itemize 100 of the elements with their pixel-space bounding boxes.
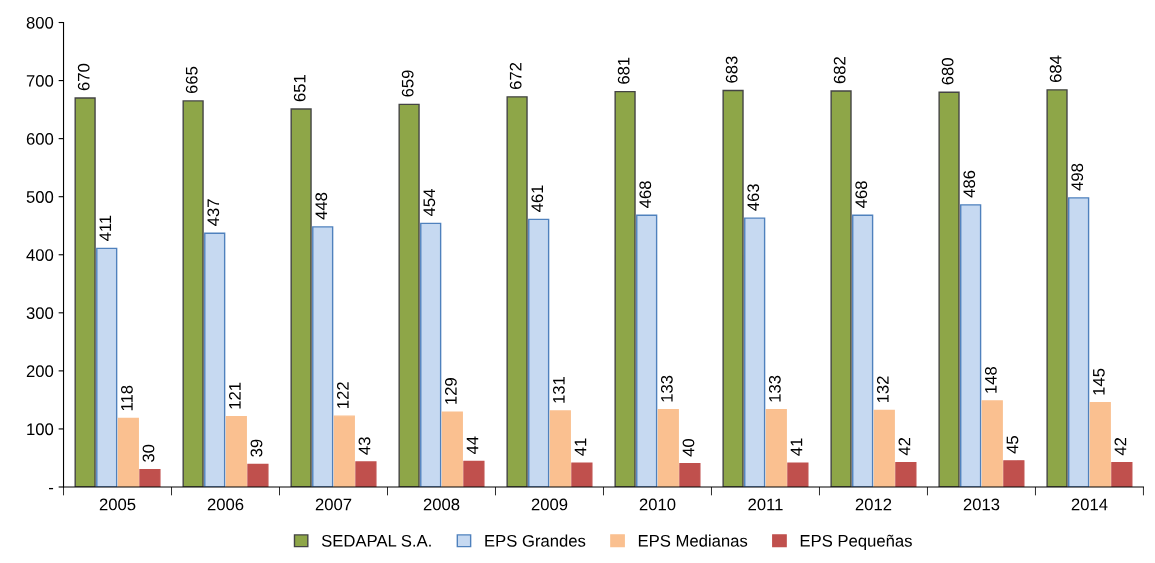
x-tick-label: 2005 (99, 498, 136, 511)
data-label: 41 (574, 438, 587, 456)
y-tick-label: 700 (26, 74, 54, 87)
bar (139, 468, 161, 487)
bar (895, 461, 917, 487)
bar (333, 415, 355, 487)
bar (182, 100, 204, 487)
bar (225, 416, 247, 487)
data-label: 122 (336, 382, 349, 408)
bar (312, 226, 334, 487)
data-label: 121 (228, 382, 241, 409)
x-tick-label: 2008 (423, 498, 460, 511)
x-tick-label: 2013 (963, 498, 1000, 511)
bar (420, 222, 442, 487)
bar (463, 460, 485, 487)
bar (1089, 402, 1111, 487)
bar (506, 96, 528, 487)
data-label: 44 (466, 436, 479, 455)
bar (74, 97, 96, 487)
data-label: 680 (941, 58, 954, 85)
bar (787, 462, 809, 487)
bar (873, 409, 895, 487)
bar (960, 204, 982, 487)
bar (657, 409, 679, 487)
data-label: 145 (1093, 368, 1105, 395)
bar (852, 214, 874, 487)
data-label: 40 (682, 438, 695, 457)
x-tick-label: 2006 (207, 498, 244, 511)
x-tick-label: 2007 (315, 498, 352, 511)
data-label: 463 (747, 184, 760, 211)
data-label: 454 (423, 189, 436, 217)
y-tick-label: 600 (26, 133, 54, 145)
bar (549, 410, 571, 487)
bar (614, 90, 636, 487)
y-tick-label: 800 (26, 16, 54, 29)
data-label: 486 (963, 170, 976, 198)
data-label: 461 (531, 185, 544, 212)
data-label: 129 (444, 378, 457, 404)
bar (1111, 461, 1133, 487)
data-label: 437 (207, 199, 220, 226)
bar (290, 108, 312, 487)
data-label: 665 (185, 66, 198, 94)
bar (679, 463, 701, 487)
bar (355, 461, 377, 487)
data-label: 651 (293, 75, 306, 102)
bar (1068, 197, 1090, 487)
data-label: 672 (509, 62, 522, 90)
bar (1003, 460, 1025, 487)
bar (1046, 89, 1068, 487)
data-label: 43 (358, 437, 371, 455)
x-tick-label: 2012 (855, 498, 892, 511)
y-tick-label: 300 (26, 307, 54, 320)
data-label: 468 (855, 181, 868, 208)
data-label: 42 (1114, 437, 1127, 456)
bar (204, 232, 226, 487)
y-tick-label: 100 (27, 423, 54, 436)
bar (528, 218, 550, 487)
x-tick-label: 2009 (531, 498, 568, 511)
legend-label: EPS Medianas (638, 534, 748, 547)
bar (441, 411, 463, 487)
data-label: 131 (552, 376, 565, 403)
x-tick-label: 2011 (748, 498, 783, 511)
data-label: 132 (876, 376, 889, 403)
bar (830, 90, 852, 487)
data-label: 39 (250, 439, 263, 457)
data-label: 45 (1006, 436, 1019, 454)
data-label: 411 (99, 215, 112, 242)
bar (981, 400, 1003, 487)
bar (117, 417, 139, 487)
legend-label: EPS Pequeñas (800, 534, 912, 551)
y-tick-label: - (48, 487, 54, 490)
data-label: 133 (660, 375, 673, 402)
y-tick-label: 400 (26, 249, 54, 261)
data-label: 682 (833, 57, 846, 84)
bar (765, 409, 787, 487)
data-label: 41 (790, 438, 803, 456)
data-label: 681 (617, 57, 630, 84)
bar (571, 462, 593, 487)
y-tick-label: 500 (26, 191, 54, 203)
data-label: 670 (77, 63, 90, 91)
legend-label: EPS Grandes (485, 534, 586, 547)
data-label: 133 (768, 375, 781, 402)
data-label: 42 (898, 437, 911, 456)
data-label: 118 (120, 385, 133, 411)
data-label: 468 (639, 181, 652, 208)
data-label: 683 (725, 56, 738, 83)
x-tick-label: 2014 (1071, 498, 1108, 511)
bar (398, 103, 420, 487)
bar (96, 247, 118, 487)
x-tick-label: 2010 (639, 498, 676, 511)
bar (247, 463, 269, 487)
data-label: 30 (142, 444, 155, 462)
y-tick-label: 200 (26, 365, 54, 378)
data-label: 684 (1049, 55, 1062, 83)
data-label: 498 (1071, 163, 1084, 191)
data-label: 659 (401, 70, 414, 97)
bar (722, 89, 744, 487)
legend-label: SEDAPAL S.A. (321, 534, 431, 547)
bar (938, 91, 960, 487)
data-label: 448 (315, 192, 328, 220)
